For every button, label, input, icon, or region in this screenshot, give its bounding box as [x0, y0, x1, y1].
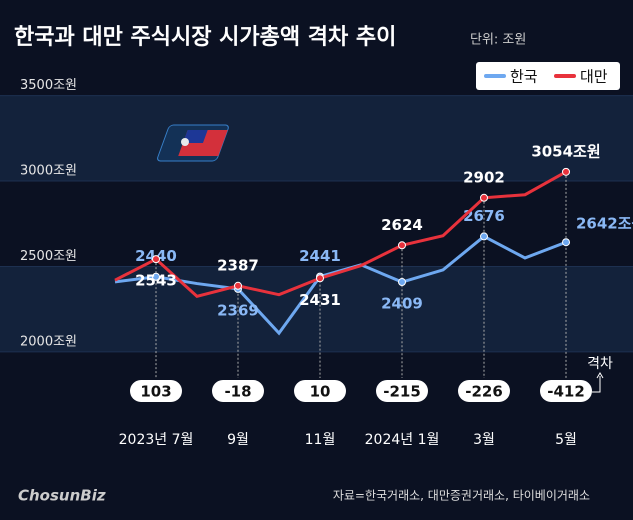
x-tick-label: 2023년 7월: [119, 432, 194, 448]
data-label: 2676: [463, 207, 505, 225]
chart-title: 한국과 대만 주식시장 시가총액 격차 추이: [14, 25, 396, 50]
x-tick-label: 5월: [555, 432, 577, 448]
gap-pill: [540, 380, 592, 402]
gap-label: 103: [140, 383, 171, 401]
gap-pill: [376, 380, 428, 402]
point: [562, 167, 570, 176]
gap-pointer-head: [596, 372, 604, 379]
point: [152, 272, 160, 281]
point: [480, 232, 488, 241]
legend-box: [476, 62, 620, 90]
legend-label: 대만: [580, 68, 608, 86]
data-label: 2369: [217, 301, 259, 319]
y-tick-label: 3500조원: [20, 78, 77, 93]
x-tick-label: 9월: [227, 432, 249, 448]
x-tick-label: 3월: [473, 432, 495, 448]
gap-pointer: [592, 376, 601, 393]
point: [152, 255, 160, 264]
gap-label: -215: [383, 383, 421, 401]
gap-label: -412: [547, 383, 585, 401]
data-label: 2441: [299, 247, 341, 265]
y-tick-label: 2000조원: [20, 334, 77, 349]
point: [316, 274, 324, 283]
data-label: 2642조원: [576, 215, 633, 233]
gap-title: 격차: [587, 356, 613, 372]
point: [398, 241, 406, 250]
gap-pill: [458, 380, 510, 402]
data-label: 2624: [381, 216, 423, 234]
band: [0, 95, 633, 182]
unit-note: 단위: 조원: [470, 33, 526, 48]
point: [562, 238, 570, 247]
y-tick-label: 2500조원: [20, 249, 77, 264]
data-label: 2409: [381, 295, 423, 313]
x-tick-label: 2024년 1월: [365, 432, 440, 448]
gap-label: -18: [224, 383, 251, 401]
logo: ChosunBiz: [18, 487, 106, 505]
gap-pill: [294, 380, 346, 402]
data-label: 2387: [217, 256, 259, 274]
gap-label: 10: [310, 383, 331, 401]
source: 자료=한국거래소, 대만증권거래소, 타이베이거래소: [333, 489, 590, 503]
series-line: [114, 170, 567, 299]
legend-label: 한국: [510, 68, 538, 86]
data-label: 2902: [463, 168, 505, 186]
chip-illustration: [157, 124, 229, 162]
data-label: 2543: [135, 272, 177, 290]
gap-label: -226: [465, 383, 503, 401]
point: [234, 281, 242, 290]
gap-pill: [212, 380, 264, 402]
x-tick-label: 11월: [305, 432, 336, 448]
data-label: 2431: [299, 291, 341, 309]
point: [480, 193, 488, 202]
y-tick-label: 3000조원: [20, 164, 77, 179]
point: [398, 278, 406, 287]
gap-pill: [130, 380, 182, 402]
data-label: 3054조원: [531, 142, 600, 160]
